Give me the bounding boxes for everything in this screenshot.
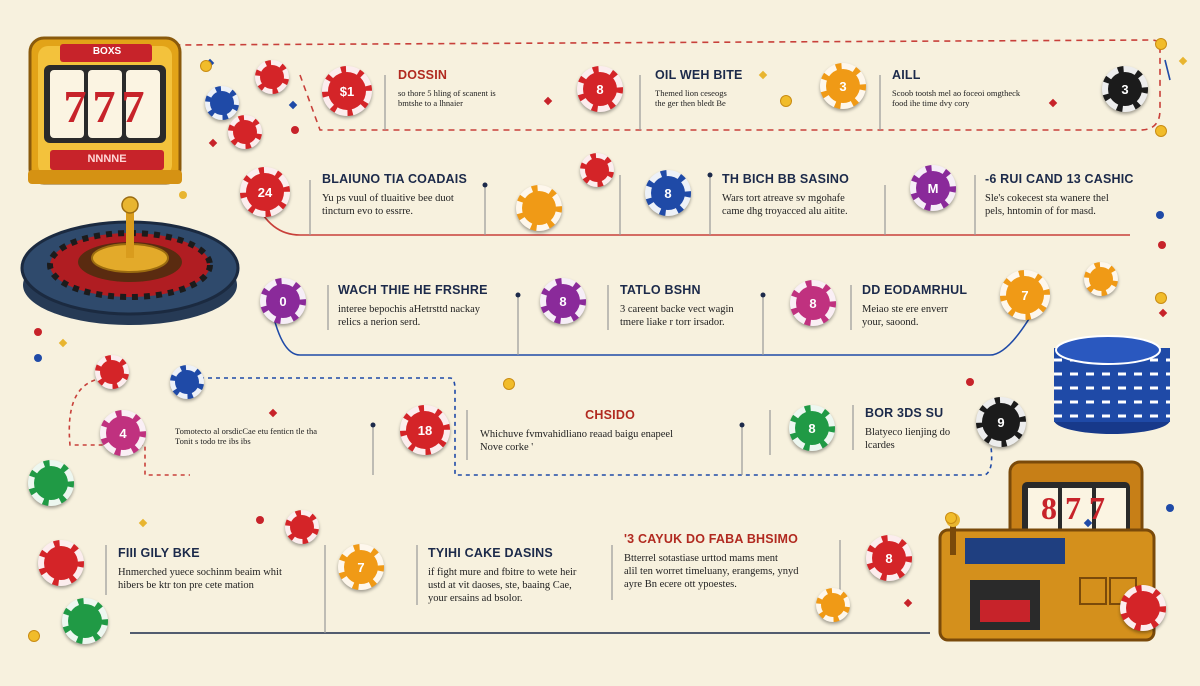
coin-decor: [1155, 125, 1167, 137]
step-card-13: FIII GILY BKE Hnmerched yuece sochinm be…: [118, 546, 318, 592]
step-card-7: WACH THIE HE FRSHRE interee bepochis aHe…: [338, 283, 528, 329]
step-chip: 8: [577, 66, 623, 112]
step-card-1: DOSSIN so thore 5 hling of scanent is bm…: [398, 68, 568, 108]
coin-decor: [1155, 292, 1167, 304]
step-chip: 3: [1102, 66, 1148, 112]
step-desc: Btterrel sotastiase urttod mams ment ali…: [624, 553, 799, 590]
coin-decor: [945, 512, 957, 524]
step-title: '3 CAYUK DO FABA BHSIMO: [624, 532, 799, 546]
step-desc: Tomotecto al orsdicCae etu fenticn tle t…: [175, 426, 317, 446]
step-chip: 8: [790, 280, 836, 326]
step-title: FIII GILY BKE: [118, 546, 200, 560]
step-desc: 3 careent backe vect wagin tmere liake r…: [620, 304, 734, 328]
step-chip: 8: [789, 405, 835, 451]
decor-chip: [516, 185, 562, 231]
step-title: BLAIUNO TIA COADAIS: [322, 172, 467, 186]
decor-chip: [1120, 585, 1166, 631]
step-chip: 8: [540, 278, 586, 324]
step-title: DOSSIN: [398, 68, 448, 82]
step-title: -6 RUI CAND 13 CASHIC: [985, 172, 1134, 186]
decor-chip: [816, 588, 850, 622]
coin-decor: [1155, 38, 1167, 50]
step-desc: Scoob tootsh mel ao foceoi omgtheck food…: [892, 88, 1021, 108]
coin-decor: [200, 60, 212, 72]
step-card-4: BLAIUNO TIA COADAIS Yu ps vuul of tluait…: [322, 172, 512, 218]
slot-top-sign: BOXS: [92, 46, 122, 57]
step-title: BOR 3DS SU: [865, 406, 944, 420]
step-desc: Sle's cokecest sta wanere thel pels, hnt…: [985, 193, 1109, 217]
step-card-9: DD EODAMRHUL Meiao ste ere enverr your, …: [862, 283, 982, 329]
path-row-1: [174, 39, 1161, 131]
slot-bottom-reels: 877: [1041, 490, 1113, 526]
step-card-8: TATLO BSHN 3 careent backe vect wagin tm…: [620, 283, 780, 329]
step-title: OIL WEH BITE: [655, 68, 743, 82]
step-title: TATLO BSHN: [620, 283, 701, 297]
step-chip: 18: [400, 405, 450, 455]
step-card-6: -6 RUI CAND 13 CASHIC Sle's cokecest sta…: [985, 172, 1165, 218]
step-title: DD EODAMRHUL: [862, 283, 968, 297]
decor-chip: [1084, 262, 1118, 296]
step-chip: $1: [322, 66, 372, 116]
step-chip: 8: [866, 535, 912, 581]
step-chip: M: [910, 165, 956, 211]
slot-machine-bottom-illustration: [938, 460, 1156, 642]
decor-chip: [95, 355, 129, 389]
path-row-4b: [200, 377, 993, 476]
step-chip: 7: [338, 544, 384, 590]
step-card-11: CHSIDO Whichuve fvmvahidliano reaad baig…: [480, 408, 725, 454]
step-card-2: OIL WEH BITE Themed lion ceseogs the ger…: [655, 68, 825, 108]
step-desc: Themed lion ceseogs the ger then bledt B…: [655, 88, 727, 108]
step-card-10: Tomotecto al orsdicCae etu fenticn tle t…: [175, 426, 360, 446]
decor-chip: [580, 153, 614, 187]
coin-decor: [503, 378, 515, 390]
step-title: WACH THIE HE FRSHRE: [338, 283, 488, 297]
decor-chip: [170, 365, 204, 399]
path-row-3: [269, 299, 1041, 356]
decor-chip: [228, 115, 262, 149]
decor-chip: [38, 540, 84, 586]
step-title: TH BICH BB SASINO: [722, 172, 850, 186]
decor-chip: [255, 60, 289, 94]
slot-machine-top-illustration: [28, 36, 182, 185]
decor-chip: [62, 598, 108, 644]
step-desc: Whichuve fvmvahidliano reaad baigu enape…: [480, 429, 673, 453]
step-chip: 4: [100, 410, 146, 456]
decor-chip: [285, 510, 319, 544]
step-card-5: TH BICH BB SASINO Wars tort atreave sv m…: [722, 172, 897, 218]
step-desc: so thore 5 hling of scanent is bmtshe to…: [398, 88, 496, 108]
step-title: AILL: [892, 68, 921, 82]
step-card-14: TYIHI CAKE DASINS if fight mure and fbit…: [428, 546, 608, 605]
slot-top-panel: NNNNE: [87, 153, 127, 165]
slot-top-reels: 777: [63, 81, 151, 132]
step-desc: if fight mure and fbitre to wete heir us…: [428, 567, 577, 604]
step-chip: 7: [1000, 270, 1050, 320]
step-desc: Yu ps vuul of tluaitive bee duot tinctur…: [322, 193, 454, 217]
step-card-15: '3 CAYUK DO FABA BHSIMO Btterrel sotasti…: [624, 532, 829, 591]
chip-stack-illustration: [1054, 335, 1170, 434]
step-chip: 8: [645, 170, 691, 216]
decor-chip: 9: [976, 397, 1026, 447]
step-desc: interee bepochis aHetrsttd nackay relics…: [338, 304, 480, 328]
step-card-12: BOR 3DS SU Blatyeco lienjing do lcardes: [865, 406, 975, 452]
step-chip: 0: [260, 278, 306, 324]
coin-decor: [780, 95, 792, 107]
step-desc: Blatyeco lienjing do lcardes: [865, 427, 951, 451]
step-title: CHSIDO: [585, 408, 635, 422]
step-chip: 3: [820, 63, 866, 109]
step-desc: Wars tort atreave sv mgohafe came dhg tr…: [722, 193, 848, 217]
decor-chip: [28, 460, 74, 506]
step-card-3: AILL Scoob tootsh mel ao foceoi omgtheck…: [892, 68, 1082, 108]
decor-chip: [205, 86, 239, 120]
step-title: TYIHI CAKE DASINS: [428, 546, 553, 560]
coin-decor: [28, 630, 40, 642]
step-chip: 24: [240, 167, 290, 217]
step-desc: Meiao ste ere enverr your, saoond.: [862, 304, 948, 328]
step-desc: Hnmerched yuece sochinm beaim whit hiber…: [118, 567, 282, 591]
roulette-wheel-illustration: [20, 196, 240, 325]
